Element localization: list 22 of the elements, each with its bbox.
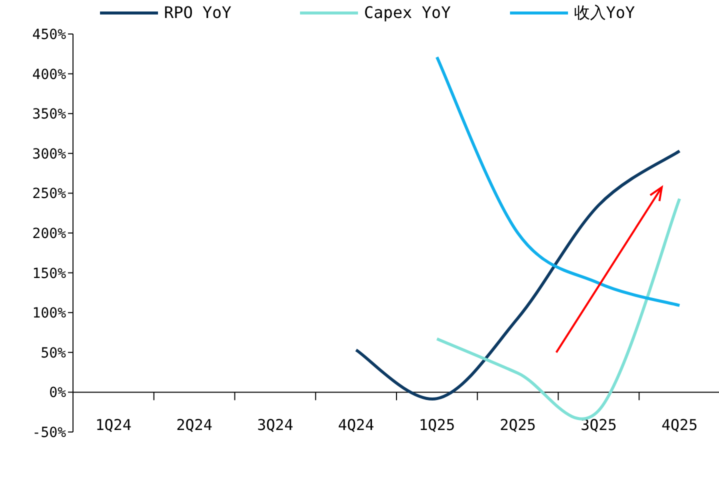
x-tick-label: 2Q24 <box>176 416 212 434</box>
y-tick-label: 350% <box>32 106 67 123</box>
x-tick-label: 1Q25 <box>418 416 455 434</box>
x-tick-label: 3Q25 <box>580 416 617 434</box>
y-tick-label: 50% <box>40 345 67 362</box>
legend-label: 收入YoY <box>574 3 636 22</box>
y-tick-label: 200% <box>32 226 67 242</box>
x-tick-label: 4Q24 <box>338 416 374 434</box>
legend-label: Capex YoY <box>364 3 452 22</box>
y-tick-label: 250% <box>32 186 67 202</box>
y-tick-label: 150% <box>32 266 67 282</box>
x-tick-label: 3Q24 <box>257 416 294 434</box>
x-tick-label: 2Q25 <box>500 416 536 434</box>
x-tick-label: 4Q25 <box>662 416 698 434</box>
y-tick-label: 100% <box>32 306 67 322</box>
y-tick-label: 450% <box>32 27 67 43</box>
y-tick-label: 300% <box>32 146 67 162</box>
legend-label: RPO YoY <box>164 3 232 22</box>
y-tick-label: 0% <box>49 385 67 402</box>
x-tick-label: 1Q24 <box>95 416 132 434</box>
y-tick-label: 400% <box>32 66 67 83</box>
y-tick-label: -50% <box>32 425 67 441</box>
